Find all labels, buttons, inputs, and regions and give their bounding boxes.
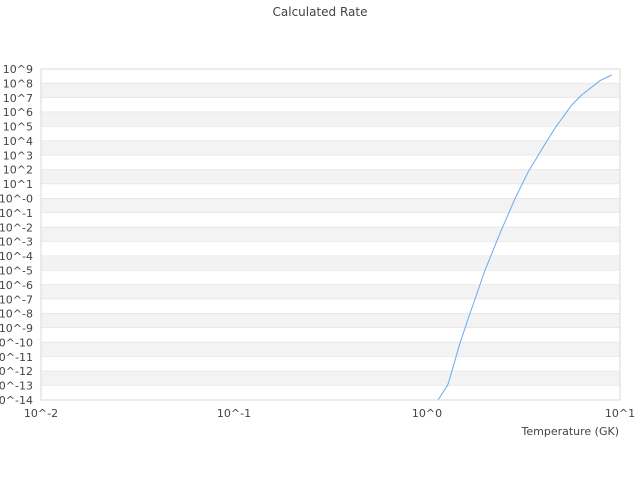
grid-band — [41, 169, 620, 185]
y-tick-label: 10^-5 — [0, 264, 33, 277]
y-tick-label: 10^8 — [3, 77, 33, 90]
grid-band — [41, 155, 620, 170]
y-tick-label: 10^-8 — [0, 308, 33, 321]
grid-band — [41, 212, 620, 228]
y-tick-label: 10^1 — [3, 178, 33, 191]
grid-band — [41, 69, 620, 84]
x-tick-label: 10^0 — [412, 407, 442, 420]
y-tick-label: 10^-7 — [0, 293, 33, 306]
grid-band — [41, 356, 620, 372]
grid-band — [41, 97, 620, 113]
grid-band — [41, 241, 620, 257]
y-tick-label: 10^-13 — [0, 380, 33, 393]
x-tick-label: 10^-1 — [217, 407, 251, 420]
y-tick-label: 10^2 — [3, 164, 33, 177]
plot-frame — [40, 68, 621, 401]
y-tick-label: 10^-2 — [0, 221, 33, 234]
y-tick-label: 10^-1 — [0, 207, 33, 220]
grid-band — [41, 284, 620, 300]
y-tick-label: 10^-4 — [0, 250, 33, 263]
grid-band — [41, 140, 620, 156]
y-tick-label: 10^-9 — [0, 322, 33, 335]
grid-band — [41, 112, 620, 127]
x-axis-label: Temperature (GK) — [521, 425, 620, 438]
grid-band — [41, 198, 620, 213]
y-tick-label: 10^3 — [3, 149, 33, 162]
grid-band — [41, 126, 620, 141]
y-tick-label: 10^6 — [3, 106, 33, 119]
chart-title: Calculated Rate — [273, 5, 368, 19]
y-tick-label: 10^-0 — [0, 193, 33, 206]
grid-band — [41, 371, 620, 386]
grid-band — [41, 299, 620, 314]
grid-band — [41, 184, 620, 199]
y-tick-label: 10^4 — [3, 135, 33, 148]
grid-band — [41, 385, 620, 400]
x-tick-label: 10^1 — [605, 407, 635, 420]
grid-band — [41, 328, 620, 343]
y-tick-label: 10^-10 — [0, 336, 33, 349]
grid-band — [41, 270, 620, 285]
y-tick-label: 10^9 — [3, 63, 33, 76]
series-line — [437, 74, 612, 401]
y-tick-label: 10^-12 — [0, 365, 33, 378]
grid-band — [41, 83, 620, 98]
y-tick-label: 10^-3 — [0, 236, 33, 249]
grid-band — [41, 227, 620, 242]
y-tick-label: 10^-14 — [0, 394, 33, 407]
grid-band — [41, 256, 620, 271]
x-tick-label: 10^-2 — [24, 407, 58, 420]
y-tick-label: 10^-6 — [0, 279, 33, 292]
y-tick-label: 10^5 — [3, 121, 33, 134]
grid-band — [41, 313, 620, 329]
grid-band — [41, 342, 620, 357]
y-tick-label: 10^7 — [3, 92, 33, 105]
y-tick-label: 10^-11 — [0, 351, 33, 364]
